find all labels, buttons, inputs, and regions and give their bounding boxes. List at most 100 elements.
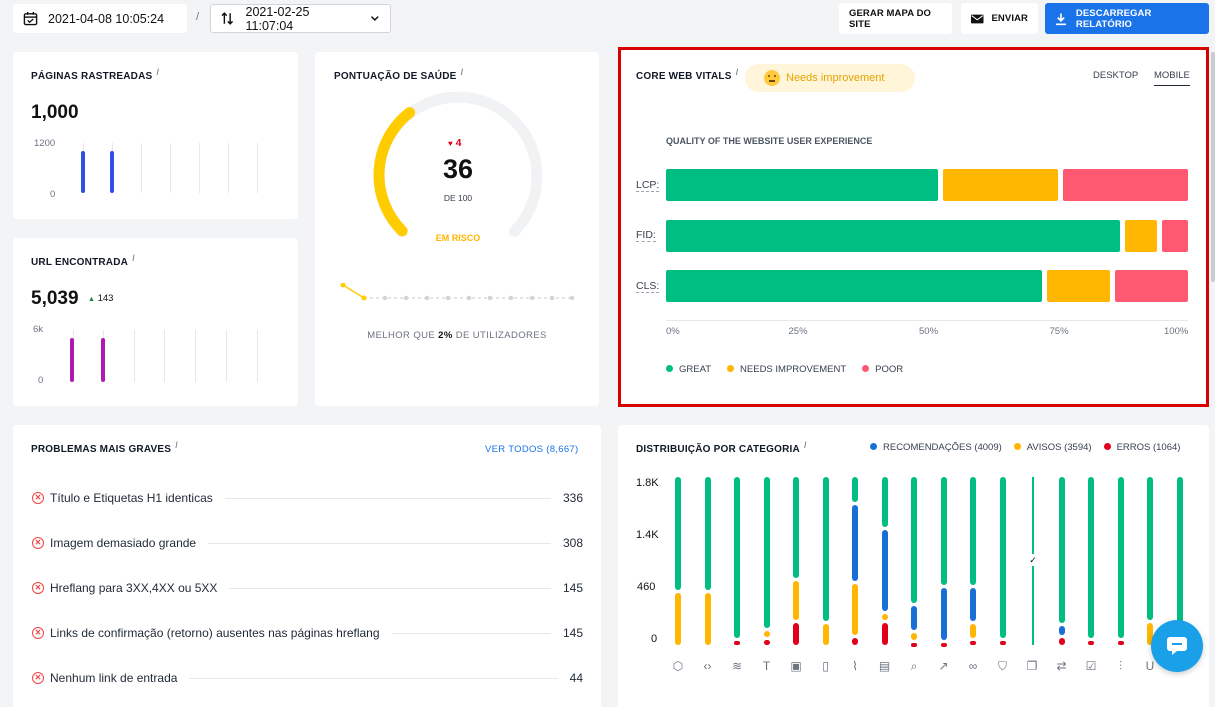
grid-line — [141, 143, 142, 193]
generate-sitemap-button[interactable]: GERAR MAPA DO SITE — [839, 3, 952, 34]
calendar-icon — [23, 11, 38, 26]
row-divider — [391, 632, 551, 634]
checkbox-icon[interactable]: ☑ — [1085, 659, 1097, 673]
dist-bar-red — [881, 622, 888, 645]
sliders-icon[interactable]: ⫶ — [1118, 659, 1122, 673]
dist-axis-3: 0 — [651, 633, 658, 645]
see-all-link[interactable]: VER TODOS (8,667) — [485, 444, 579, 455]
dist-bar-green — [704, 477, 711, 590]
dist-bar-blue — [911, 606, 917, 630]
cwv-bar-needs-improvement — [1047, 270, 1110, 302]
redirect-icon[interactable]: ⇄ — [1056, 659, 1067, 673]
cwv-label-cls[interactable]: CLS: — [636, 280, 660, 293]
dist-bar-green — [822, 477, 829, 622]
error-icon: ✕ — [32, 582, 44, 594]
copy-icon[interactable]: ❐ — [1026, 659, 1038, 673]
cwv-tick-label: 100% — [1164, 326, 1189, 337]
dist-bar-red — [970, 641, 976, 646]
legend-recommendations[interactable]: RECOMENDAÇÕES (4009) — [870, 442, 1002, 453]
dist-bar-blue — [852, 505, 858, 582]
issue-count[interactable]: 44 — [569, 671, 583, 685]
info-icon[interactable]: i — [803, 440, 807, 450]
send-button[interactable]: ENVIAR — [961, 3, 1038, 34]
dist-bar-green — [881, 477, 888, 528]
issue-row[interactable]: ✕ Hreflang para 3XX,4XX ou 5XX 145 — [32, 580, 583, 596]
cwv-bar-poor — [1062, 169, 1188, 201]
dist-bar-green — [970, 477, 976, 585]
link-icon[interactable]: ∞ — [968, 659, 978, 673]
shield-icon[interactable]: ⛉ — [997, 659, 1007, 673]
chat-button[interactable] — [1151, 620, 1203, 672]
pulse-icon[interactable]: ⌇ — [852, 659, 858, 673]
grid-line — [226, 330, 227, 382]
tab-desktop[interactable]: DESKTOP — [1093, 70, 1139, 81]
download-report-button[interactable]: DESCARREGAR RELATÓRIO — [1045, 3, 1209, 34]
cwv-label-fid[interactable]: FID: — [636, 229, 656, 242]
issue-row[interactable]: ✕ Nenhum link de entrada 44 — [32, 670, 583, 686]
health-score-card[interactable] — [315, 52, 599, 406]
cwv-tick-label: 75% — [1049, 326, 1069, 337]
top-issues-card[interactable] — [13, 425, 601, 707]
code-icon[interactable]: ‹› — [703, 659, 712, 673]
legend-warnings[interactable]: AVISOS (3594) — [1013, 442, 1092, 453]
search-icon[interactable]: ⌕ — [910, 659, 918, 673]
magnet-icon[interactable]: U — [1145, 659, 1155, 673]
dist-bar-yellow — [763, 631, 770, 637]
dist-bar-red — [1117, 641, 1124, 646]
dist-bar-yellow — [881, 614, 888, 620]
issue-count[interactable]: 145 — [562, 581, 583, 595]
dist-bar-blue — [940, 587, 947, 640]
cwv-subtitle: QUALITY OF THE WEBSITE USER EXPERIENCE — [666, 136, 873, 146]
legend-poor: POOR — [862, 364, 903, 375]
thinking-face-icon — [764, 70, 780, 86]
error-icon: ✕ — [32, 492, 44, 504]
cwv-label-lcp[interactable]: LCP: — [636, 179, 660, 192]
tab-mobile[interactable]: MOBILE — [1154, 70, 1190, 86]
issue-label[interactable]: Imagem demasiado grande — [50, 536, 197, 550]
issue-label[interactable]: Nenhum link de entrada — [50, 671, 178, 685]
dist-bar-red — [852, 637, 858, 645]
dist-bar-red — [999, 641, 1006, 646]
issue-label[interactable]: Hreflang para 3XX,4XX ou 5XX — [50, 581, 218, 595]
crawled-pages-card[interactable] — [13, 52, 298, 219]
date-picker-current[interactable]: 2021-04-08 10:05:24 — [13, 4, 187, 33]
image-icon[interactable]: ▣ — [790, 659, 802, 673]
issue-row[interactable]: ✕ Título e Etiquetas H1 identicas 336 — [32, 490, 583, 506]
info-icon[interactable]: i — [460, 67, 464, 77]
distribution-legend: RECOMENDAÇÕES (4009) AVISOS (3594) ERROS… — [870, 442, 1180, 453]
legend-errors[interactable]: ERROS (1064) — [1103, 442, 1180, 453]
row-divider — [224, 497, 551, 499]
issue-row[interactable]: ✕ Imagem demasiado grande 308 — [32, 535, 583, 551]
text-icon[interactable]: T — [762, 659, 771, 673]
info-icon[interactable]: i — [156, 67, 160, 77]
row-divider — [189, 677, 558, 679]
grid-line — [170, 143, 171, 193]
chevron-down-icon — [371, 16, 380, 21]
issue-count[interactable]: 145 — [562, 626, 583, 640]
dist-bar-yellow — [1147, 622, 1153, 645]
wind-icon[interactable]: ≋ — [731, 659, 743, 673]
dist-bar-yellow — [675, 592, 681, 645]
issue-count[interactable]: 308 — [562, 536, 583, 550]
mini-bar — [101, 338, 105, 382]
cube-icon[interactable]: ⬡ — [672, 659, 684, 673]
external-link-icon[interactable]: ↗ — [938, 659, 949, 673]
issue-label[interactable]: Links de confirmação (retorno) ausentes … — [50, 626, 380, 640]
dist-bar-red — [793, 622, 799, 645]
dist-bar-green — [1088, 477, 1094, 639]
issue-label[interactable]: Título e Etiquetas H1 identicas — [50, 491, 213, 505]
info-icon[interactable]: i — [132, 253, 135, 263]
cwv-axis-line — [666, 320, 1188, 321]
scrollbar[interactable] — [1211, 52, 1215, 282]
date-picker-compare[interactable]: 2021-02-25 11:07:04 — [210, 4, 391, 33]
info-icon[interactable]: i — [175, 440, 178, 450]
document-icon[interactable]: ▤ — [878, 659, 891, 673]
grid-line — [134, 330, 135, 382]
info-icon[interactable]: i — [735, 67, 739, 77]
issue-row[interactable]: ✕ Links de confirmação (retorno) ausentes… — [32, 625, 583, 641]
mobile-icon[interactable]: ▯ — [822, 659, 829, 673]
found-urls-card[interactable] — [13, 238, 298, 406]
issue-count[interactable]: 336 — [562, 491, 583, 505]
dist-bar-green — [852, 477, 858, 503]
date-compare-text: 2021-02-25 11:07:04 — [245, 4, 310, 33]
